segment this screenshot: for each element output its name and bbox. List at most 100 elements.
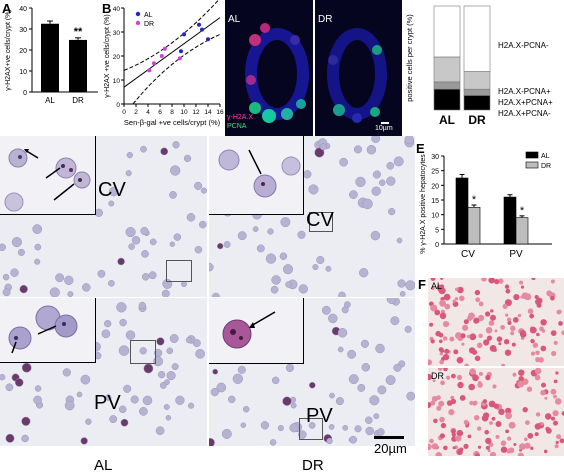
stacked-segment-c-al-2 (433, 56, 461, 83)
stained-cell (504, 284, 510, 289)
hepatocyte-nucleus (341, 306, 349, 314)
stained-cell (540, 422, 544, 426)
stained-cell (534, 294, 539, 300)
stained-cell (451, 373, 456, 379)
stained-cell (510, 325, 516, 332)
stained-cell (505, 412, 512, 420)
hepatocyte-nucleus (209, 438, 215, 446)
hepatocyte-nucleus (260, 421, 270, 430)
stained-cell (526, 386, 533, 392)
point-b-dr (147, 68, 152, 73)
bar-a-al (41, 23, 59, 92)
stained-cell (507, 321, 512, 325)
stained-cell (440, 278, 444, 280)
hepatocyte-nucleus (316, 255, 325, 265)
histology-dr-pv-nuclei (209, 298, 415, 446)
hepatocyte-nucleus (195, 348, 205, 359)
roi-box-al-cv (166, 260, 192, 282)
axis-label-a-y: γ-H2AX+ve cells/crypt (%) (5, 9, 12, 91)
hepatocyte-nucleus (360, 339, 369, 348)
stained-cell (464, 363, 469, 366)
point-b-al (200, 27, 204, 32)
stained-cell (556, 434, 562, 440)
stained-cell (554, 444, 559, 449)
stacked-segment-c-dr-2 (463, 71, 491, 90)
stained-cell (456, 374, 463, 381)
stained-cell (504, 349, 512, 356)
hepatocyte-nucleus (252, 226, 259, 232)
legend-marker-e-dr (525, 161, 539, 169)
stained-cell (534, 374, 541, 381)
zone-label-al-cv: CV (98, 179, 126, 201)
stained-cell (430, 304, 438, 312)
hepatocyte-nucleus (361, 363, 371, 372)
confidence-lower-b (132, 33, 221, 105)
hepatocyte-nucleus (373, 413, 380, 420)
hepatocyte-nucleus (371, 136, 381, 143)
hepatocyte-nucleus (34, 385, 42, 392)
hepatocyte-nucleus (157, 370, 166, 379)
bar-e-pv-al (503, 196, 517, 245)
stained-cell (446, 375, 451, 380)
stained-cell (540, 319, 547, 326)
stained-cell (535, 350, 540, 356)
hepatocyte-nucleus (370, 230, 381, 241)
hepatocyte-nucleus (2, 273, 10, 281)
hepatocyte-nucleus (371, 186, 381, 196)
stained-cell (524, 437, 528, 442)
stained-cell (530, 338, 535, 344)
hepatocyte-nucleus (166, 371, 176, 381)
stained-cell (463, 443, 469, 449)
hepatocyte-nucleus (377, 385, 387, 395)
hepatocyte-nucleus (209, 263, 214, 272)
stained-cell (455, 332, 463, 340)
panel-e-label: E (416, 141, 425, 156)
stacked-segment-c-dr-0 (463, 95, 491, 111)
stained-cell (485, 374, 491, 381)
stained-cell (440, 309, 445, 314)
hepatocyte-nucleus (82, 283, 91, 292)
stained-cell (519, 280, 524, 285)
stained-cell (546, 290, 553, 297)
stained-cell (534, 368, 542, 375)
hepatocyte-nucleus (161, 289, 170, 297)
hepatocyte-nucleus (348, 374, 359, 385)
stained-cell (558, 321, 563, 326)
hepatocyte-nucleus (237, 231, 247, 241)
tick-label-b-x: 0 (122, 109, 126, 116)
stained-cell (530, 446, 534, 450)
stacked-segment-c-al-0 (433, 88, 461, 111)
stained-cell (440, 348, 445, 353)
hepatocyte-nucleus (282, 264, 294, 275)
hepatocyte-nucleus (321, 305, 331, 315)
stained-cell (495, 421, 502, 427)
stained-cell (524, 293, 532, 301)
hepatocyte-nucleus (117, 257, 125, 266)
stained-cell (508, 447, 515, 454)
hepatocyte-nucleus (385, 375, 396, 386)
stained-cell (440, 422, 447, 429)
tick-label-b-x: 12 (192, 109, 200, 116)
tick-label-b-y: 10 (113, 78, 121, 85)
hepatocyte-nucleus (169, 191, 177, 199)
hepatocyte-nucleus (143, 363, 154, 374)
hepatocyte-nucleus (397, 279, 406, 288)
point-b-dr (162, 46, 167, 51)
hepatocyte-nucleus (104, 319, 112, 328)
stained-cell (559, 438, 564, 444)
legend-label-c: H2A.X+PCNA- (498, 109, 551, 118)
stained-cell (500, 446, 508, 453)
stained-cell (534, 432, 539, 437)
hepatocyte-nucleus (21, 416, 31, 426)
category-label-a: DR (72, 96, 84, 105)
stained-cell (450, 398, 457, 405)
hepatocyte-nucleus (34, 243, 42, 251)
hepatocyte-nucleus (216, 382, 227, 393)
stained-cell (531, 278, 536, 281)
stained-cell (554, 398, 562, 405)
stained-cell (527, 308, 534, 314)
tick-label-b-x: 10 (180, 109, 188, 116)
stacked-segment-c-dr-1 (463, 88, 491, 96)
hepatocyte-nucleus (314, 147, 325, 158)
stained-cell (489, 421, 493, 425)
